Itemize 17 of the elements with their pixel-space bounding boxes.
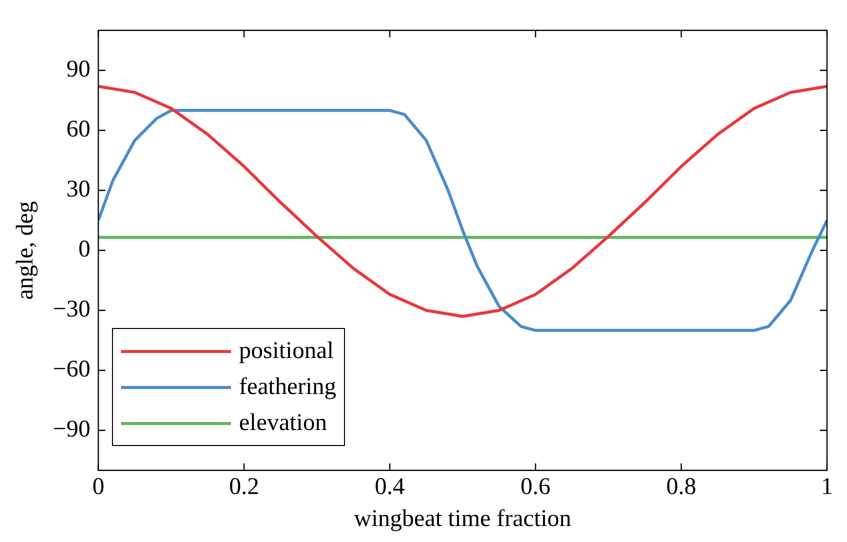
- x-axis-title: wingbeat time fraction: [354, 506, 572, 532]
- y-tick-label: 0: [78, 236, 90, 263]
- legend-label: feathering: [239, 374, 336, 400]
- y-tick-label: 60: [66, 116, 90, 143]
- x-tick-label: 0.6: [520, 474, 551, 500]
- x-tick-label: 1: [821, 474, 833, 500]
- y-axis-title: angle, deg: [12, 201, 39, 300]
- y-tick-label: −90: [52, 416, 90, 443]
- y-tick-label: 90: [66, 56, 90, 83]
- legend-label: positional: [239, 338, 334, 364]
- y-tick-label: −60: [52, 356, 90, 383]
- x-tick-label: 0.2: [229, 474, 260, 500]
- x-tick-label: 0.4: [374, 474, 405, 500]
- y-tick-label: 30: [66, 176, 90, 203]
- x-tick-label: 0.8: [666, 474, 696, 500]
- legend-label: elevation: [239, 410, 327, 436]
- y-tick-label: −30: [52, 296, 90, 323]
